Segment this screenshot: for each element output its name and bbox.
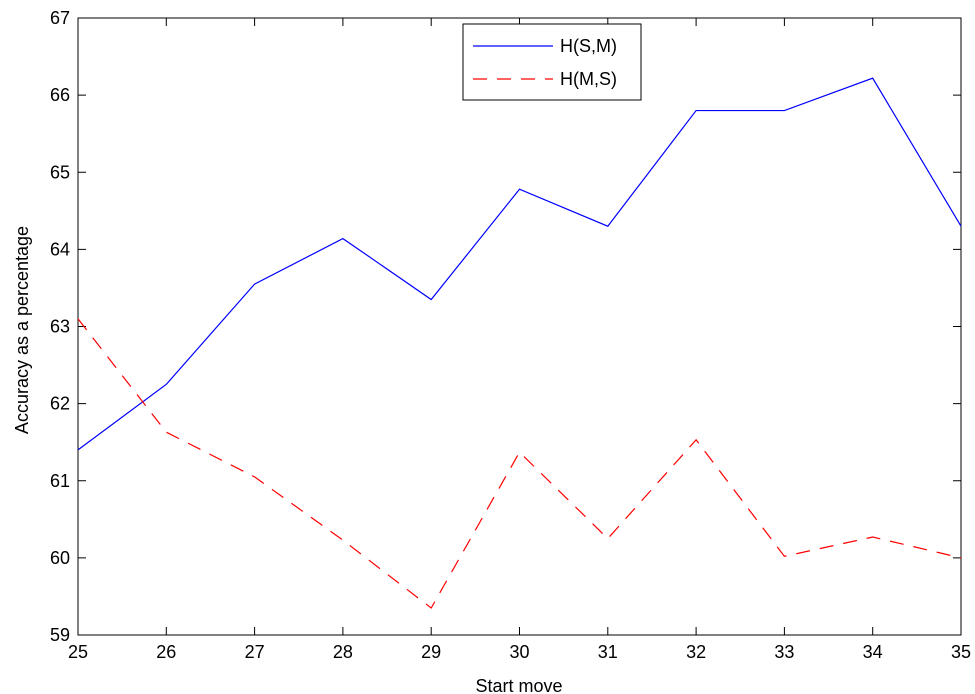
x-tick-label: 25 [68,642,88,662]
x-tick-label: 26 [156,642,176,662]
y-tick-label: 66 [50,85,70,105]
x-tick-label: 30 [509,642,529,662]
x-tick-label: 27 [245,642,265,662]
y-tick-label: 67 [50,8,70,28]
x-axis: 25 26 27 28 29 30 31 32 33 34 35 [68,18,971,662]
y-tick-label: 61 [50,471,70,491]
legend: H(S,M) H(M,S) [462,23,642,101]
y-tick-label: 64 [50,239,70,259]
x-tick-label: 29 [421,642,441,662]
y-axis-label: Accuracy as a percentage [12,226,32,434]
y-tick-label: 59 [50,625,70,645]
x-tick-label: 31 [598,642,618,662]
x-axis-label: Start move [475,676,562,694]
series-layer [77,77,962,609]
y-axis: 59 60 61 62 63 64 65 66 67 [50,8,961,645]
y-tick-label: 65 [50,162,70,182]
legend-label-h-s-m: H(S,M) [560,36,617,56]
plot-area [77,17,962,636]
x-tick-label: 34 [863,642,883,662]
y-tick-label: 63 [50,317,70,337]
plot-frame [77,17,962,636]
y-tick-label: 62 [50,394,70,414]
series-line-h-s-m [77,77,962,451]
y-tick-label: 60 [50,548,70,568]
x-tick-label: 33 [774,642,794,662]
legend-label-h-m-s: H(M,S) [560,69,617,89]
x-tick-label: 35 [951,642,971,662]
x-tick-label: 32 [686,642,706,662]
x-tick-label: 28 [333,642,353,662]
legend-box [462,23,642,101]
